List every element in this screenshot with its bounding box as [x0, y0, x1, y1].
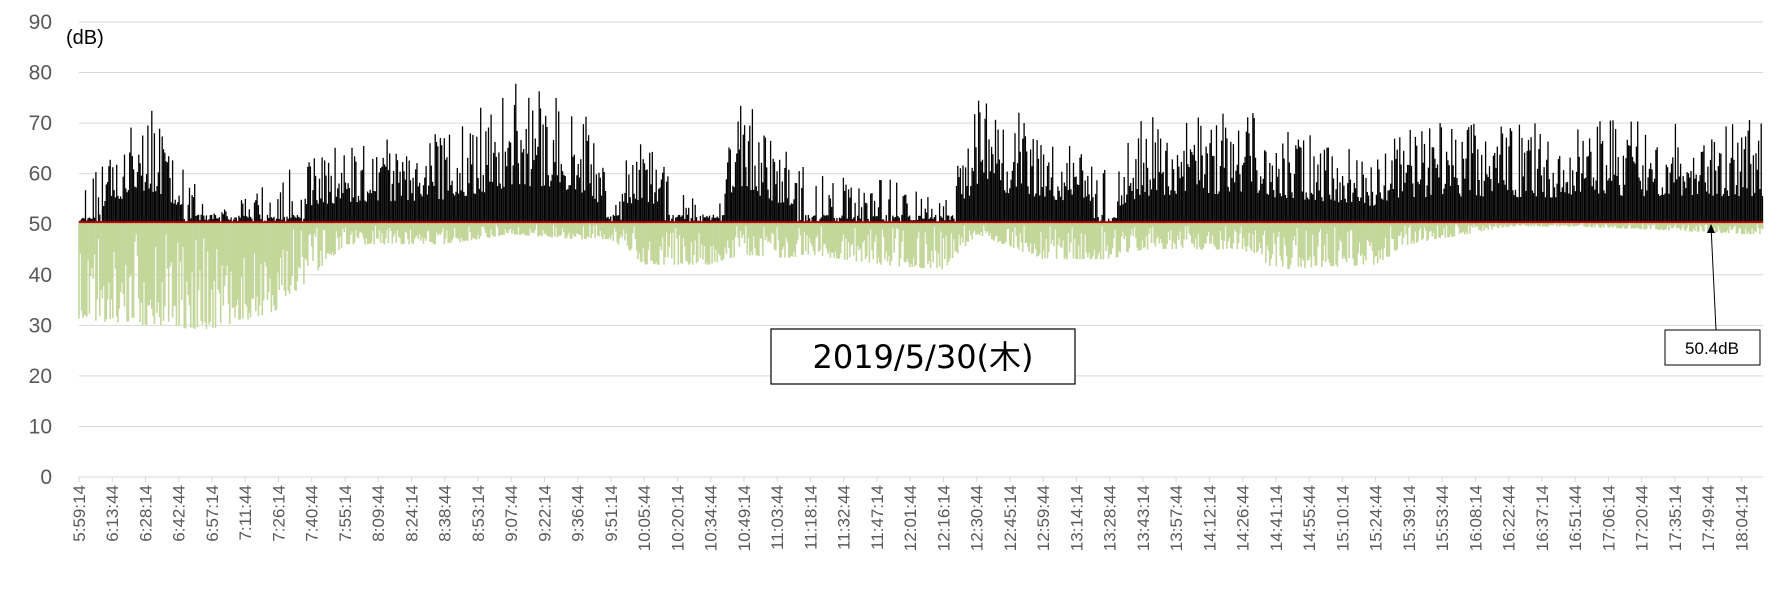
x-tick-label: 5:59:14: [70, 485, 89, 542]
callout-arrow-line: [1710, 225, 1717, 331]
x-tick-label: 6:13:44: [103, 485, 122, 542]
y-tick-label: 70: [29, 112, 52, 135]
x-tick-label: 9:36:44: [569, 485, 588, 542]
y-tick-label: 60: [29, 163, 52, 186]
x-tick-label: 12:30:44: [968, 485, 987, 551]
x-tick-label: 8:09:44: [369, 485, 388, 542]
y-axis-ticks: 0 10 20 30 40 50 60 70 80 90: [29, 11, 52, 489]
x-tick-label: 12:45:14: [1001, 485, 1020, 551]
x-tick-label: 15:10:14: [1333, 485, 1352, 551]
x-tick-label: 8:53:14: [469, 485, 488, 542]
y-axis-unit-label: (dB): [66, 27, 104, 49]
y-tick-label: 50: [29, 213, 52, 236]
y-tick-label: 90: [29, 11, 52, 34]
callout-label: 50.4dB: [1685, 339, 1739, 358]
x-tick-label: 7:40:44: [303, 485, 322, 542]
x-tick-label: 18:04:14: [1732, 485, 1751, 551]
x-tick-label: 17:20:44: [1633, 485, 1652, 551]
x-tick-label: 9:22:14: [535, 485, 554, 542]
series-below-baseline: [78, 222, 1764, 329]
x-tick-label: 12:01:44: [901, 485, 920, 551]
x-tick-label: 10:20:14: [668, 485, 687, 551]
x-tick-label: 16:51:44: [1566, 485, 1585, 551]
x-tick-label: 6:57:14: [203, 485, 222, 542]
x-tick-label: 10:05:44: [635, 485, 654, 551]
x-tick-label: 16:22:44: [1500, 485, 1519, 551]
x-tick-label: 16:08:14: [1466, 485, 1485, 551]
y-tick-label: 0: [40, 466, 52, 489]
x-tick-label: 8:24:14: [402, 485, 421, 542]
x-tick-label: 10:34:44: [702, 485, 721, 551]
x-tick-label: 6:28:14: [136, 485, 155, 542]
x-tick-label: 9:07:44: [502, 485, 521, 542]
x-tick-label: 17:35:14: [1666, 485, 1685, 551]
x-tick-label: 7:11:44: [236, 485, 255, 540]
y-tick-label: 80: [29, 62, 52, 85]
x-tick-label: 10:49:14: [735, 485, 754, 551]
callout-box: [1664, 329, 1761, 366]
date-annotation: 2019/5/30(木): [770, 328, 1076, 385]
x-tick-label: 13:43:14: [1134, 485, 1153, 551]
x-tick-label: 15:39:14: [1400, 485, 1419, 551]
x-tick-label: 13:14:14: [1067, 485, 1086, 551]
x-axis-ticks: 5:59:14 6:13:44 6:28:14 6:42:44 6:57:14 7:11:…: [70, 477, 1751, 551]
x-tick-label: 12:16:14: [934, 485, 953, 551]
y-tick-label: 20: [29, 365, 52, 388]
x-tick-label: 11:03:44: [768, 485, 787, 550]
x-tick-label: 17:06:14: [1599, 485, 1618, 551]
x-tick-label: 16:37:14: [1533, 485, 1552, 551]
x-tick-label: 13:57:44: [1167, 485, 1186, 551]
x-tick-label: 14:41:14: [1267, 485, 1286, 551]
x-tick-label: 12:59:44: [1034, 485, 1053, 551]
y-tick-label: 40: [29, 264, 52, 287]
x-tick-label: 15:24:44: [1367, 485, 1386, 551]
x-tick-label: 9:51:14: [602, 485, 621, 542]
x-tick-label: 13:28:44: [1101, 485, 1120, 551]
y-tick-label: 10: [29, 415, 52, 438]
x-tick-label: 7:55:14: [336, 485, 355, 542]
x-tick-label: 15:53:44: [1433, 485, 1452, 551]
x-tick-label: 14:55:44: [1300, 485, 1319, 551]
x-tick-label: 14:26:44: [1234, 485, 1253, 551]
y-tick-label: 30: [29, 314, 52, 337]
x-tick-label: 7:26:14: [269, 485, 288, 542]
x-tick-label: 17:49:44: [1699, 485, 1718, 551]
x-tick-label: 6:42:44: [170, 485, 189, 542]
series-above-baseline: [78, 83, 1764, 223]
x-tick-label: 11:32:44: [835, 485, 854, 550]
x-tick-label: 11:18:14: [801, 485, 820, 550]
x-tick-label: 11:47:14: [868, 485, 887, 550]
date-box: [770, 328, 1076, 385]
date-label: 2019/5/30(木): [812, 338, 1033, 376]
x-tick-label: 8:38:44: [436, 485, 455, 542]
baseline-callout: 50.4dB: [1664, 224, 1761, 366]
x-tick-label: 14:12:14: [1200, 485, 1219, 551]
callout-arrow-head: [1707, 224, 1715, 233]
